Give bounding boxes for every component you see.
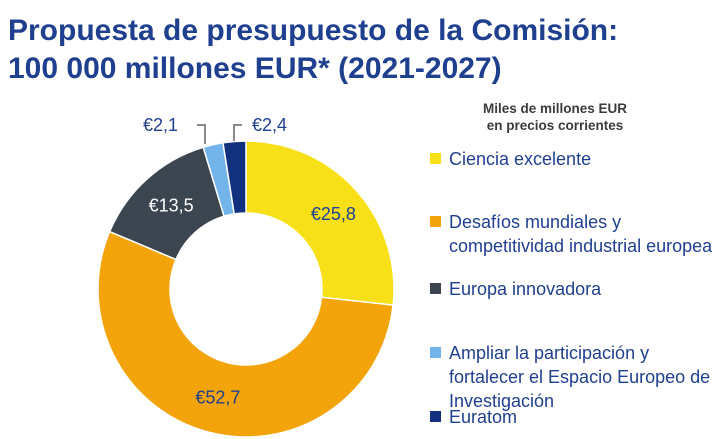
slice-euratom bbox=[222, 140, 247, 215]
legend-swatch bbox=[430, 347, 441, 358]
legend-swatch bbox=[430, 153, 441, 164]
legend-swatch bbox=[430, 411, 441, 422]
legend-swatch bbox=[430, 283, 441, 294]
slice-desafios-mundiales bbox=[97, 230, 394, 438]
legend-label: Desafíos mundiales y competitividad indu… bbox=[449, 212, 713, 256]
leader-line-ampliar-participacion bbox=[197, 124, 206, 144]
legend-label: Ciencia excelente bbox=[449, 149, 592, 169]
chart-title: Propuesta de presupuesto de la Comisión:… bbox=[8, 12, 708, 88]
legend-label: Euratom bbox=[449, 407, 518, 427]
legend-label: Europa innovadora bbox=[449, 279, 602, 299]
title-line-1: Propuesta de presupuesto de la Comisión: bbox=[8, 14, 619, 47]
value-label-euratom: €2,4 bbox=[252, 115, 287, 135]
legend-header-line-2: en precios corrientes bbox=[486, 118, 624, 133]
value-label-ciencia-excelente: €25,8 bbox=[311, 204, 356, 224]
slice-ciencia-excelente bbox=[245, 140, 395, 306]
leader-line-euratom bbox=[233, 124, 242, 141]
legend-header: Miles de millones EUR en precios corrien… bbox=[455, 100, 655, 134]
title-line-2: 100 000 millones EUR* (2021-2027) bbox=[8, 52, 502, 85]
value-label-desafios-mundiales: €52,7 bbox=[195, 387, 240, 407]
value-label-europa-innovadora: €13,5 bbox=[149, 196, 194, 216]
legend-label: Ampliar la participación y fortalecer el… bbox=[449, 343, 711, 411]
legend-swatch bbox=[430, 216, 441, 227]
legend-header-line-1: Miles de millones EUR bbox=[482, 101, 628, 116]
value-label-ampliar-participacion: €2,1 bbox=[143, 115, 178, 135]
